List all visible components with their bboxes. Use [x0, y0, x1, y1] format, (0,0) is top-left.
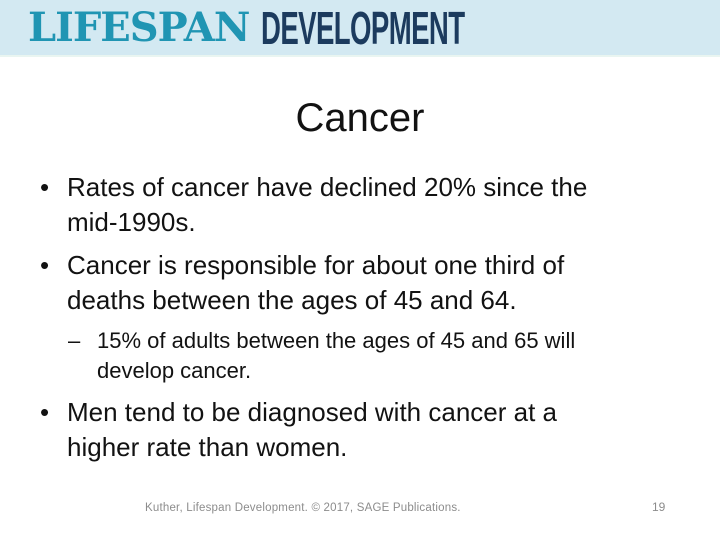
- bullet-line: Rates of cancer have declined 20% since …: [67, 172, 588, 202]
- bullet-marker: •: [40, 250, 50, 280]
- bullet-line: Cancer is responsible for about one thir…: [67, 250, 565, 280]
- bullet-line: Men tend to be diagnosed with cancer at …: [67, 397, 557, 427]
- bullet-line: 15% of adults between the ages of 45 and…: [97, 328, 576, 353]
- bullet-item-one-third-deaths: • Cancer is responsible for about one th…: [40, 248, 680, 318]
- sub-bullet-marker: –: [68, 328, 81, 353]
- bullet-marker: •: [40, 397, 50, 427]
- brand-banner: LIFESPAN DEVELOPMENT: [0, 0, 720, 57]
- bullet-list: • Rates of cancer have declined 20% sinc…: [40, 170, 680, 473]
- footer-citation: Kuther, Lifespan Development. © 2017, SA…: [145, 502, 461, 514]
- page-number: 19: [652, 500, 666, 514]
- bullet-item-men-diagnosed: • Men tend to be diagnosed with cancer a…: [40, 395, 680, 465]
- bullet-line: deaths between the ages of 45 and 64.: [67, 285, 517, 315]
- brand-lifespan-wordmark: LIFESPAN: [28, 3, 250, 51]
- bullet-line: develop cancer.: [97, 358, 252, 383]
- slide-title: Cancer: [295, 96, 425, 140]
- bullet-line: mid-1990s.: [67, 207, 196, 237]
- bullet-marker: •: [40, 172, 50, 202]
- brand-development-wordmark: DEVELOPMENT: [261, 1, 465, 54]
- bullet-item-rates-declined: • Rates of cancer have declined 20% sinc…: [40, 170, 680, 240]
- bullet-line: higher rate than women.: [67, 432, 348, 462]
- sub-bullet-item-15-percent: – 15% of adults between the ages of 45 a…: [40, 326, 680, 386]
